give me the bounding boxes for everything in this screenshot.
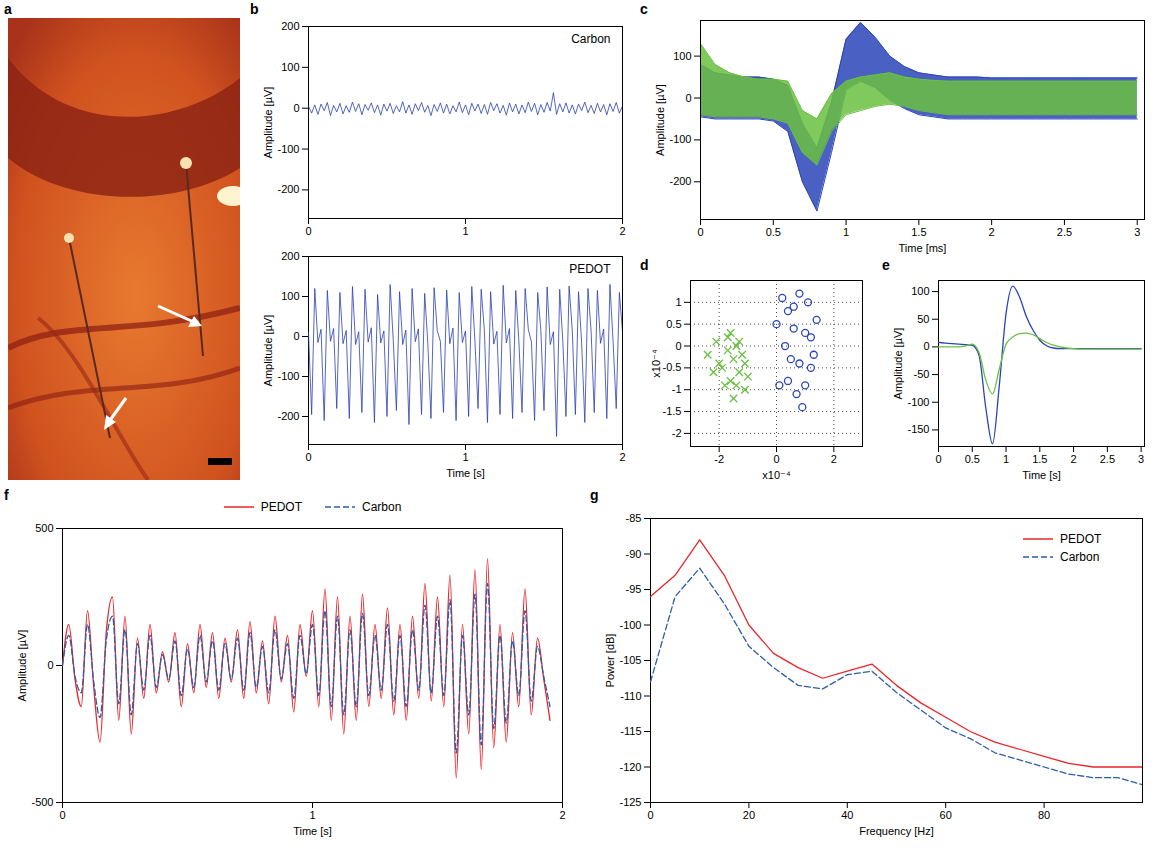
svg-text:-85: -85 — [626, 512, 642, 524]
svg-text:100: 100 — [281, 61, 299, 73]
svg-text:200: 200 — [281, 250, 299, 262]
svg-text:Time [s]: Time [s] — [446, 467, 485, 479]
svg-text:-2: -2 — [714, 453, 724, 465]
svg-text:Amplitude [µV]: Amplitude [µV] — [654, 84, 666, 156]
svg-text:-100: -100 — [277, 370, 299, 382]
svg-text:-120: -120 — [619, 761, 641, 773]
svg-text:2: 2 — [989, 226, 995, 238]
svg-text:0.5: 0.5 — [766, 226, 781, 238]
svg-text:Amplitude [µV]: Amplitude [µV] — [262, 315, 274, 387]
html-text:Carbon: Carbon — [1060, 550, 1100, 564]
svg-text:60: 60 — [940, 809, 952, 821]
svg-text:x10⁻⁴: x10⁻⁴ — [650, 349, 662, 378]
svg-text:Carbon: Carbon — [571, 32, 610, 46]
svg-text:500: 500 — [35, 522, 53, 534]
svg-text:1: 1 — [675, 296, 681, 308]
svg-text:x10⁻⁴: x10⁻⁴ — [762, 469, 791, 481]
svg-text:0.5: 0.5 — [965, 453, 980, 465]
svg-text:-50: -50 — [914, 368, 930, 380]
svg-text:100: 100 — [281, 290, 299, 302]
svg-text:1: 1 — [843, 226, 849, 238]
html-text:f: f — [4, 487, 9, 503]
svg-text:-100: -100 — [619, 619, 641, 631]
html-text:g: g — [590, 487, 599, 503]
html-text:d: d — [640, 257, 649, 273]
svg-text:0: 0 — [773, 453, 779, 465]
svg-text:2.5: 2.5 — [1057, 226, 1072, 238]
html-text:PEDOT: PEDOT — [1060, 532, 1102, 546]
svg-text:0: 0 — [935, 453, 941, 465]
svg-text:1: 1 — [309, 809, 315, 821]
svg-text:0: 0 — [697, 226, 703, 238]
svg-text:40: 40 — [841, 809, 853, 821]
svg-text:2.5: 2.5 — [1100, 453, 1115, 465]
html-text:c: c — [640, 1, 648, 17]
html-text:b: b — [250, 1, 259, 17]
svg-text:0: 0 — [305, 451, 311, 463]
html-text:e: e — [882, 257, 890, 273]
svg-text:2: 2 — [619, 451, 625, 463]
svg-text:-125: -125 — [619, 796, 641, 808]
svg-text:0: 0 — [59, 809, 65, 821]
svg-text:2: 2 — [619, 225, 625, 237]
svg-text:3: 3 — [1134, 226, 1140, 238]
svg-text:200: 200 — [281, 20, 299, 32]
html-text:Carbon: Carbon — [362, 500, 402, 514]
svg-text:Frequency [Hz]: Frequency [Hz] — [859, 825, 934, 837]
svg-text:1: 1 — [462, 225, 468, 237]
svg-text:PEDOT: PEDOT — [569, 262, 611, 276]
svg-text:-100: -100 — [907, 396, 929, 408]
svg-text:1: 1 — [462, 451, 468, 463]
svg-text:Amplitude [µV]: Amplitude [µV] — [262, 87, 274, 159]
svg-text:0: 0 — [293, 102, 299, 114]
svg-text:80: 80 — [1038, 809, 1050, 821]
svg-text:-105: -105 — [619, 654, 641, 666]
svg-text:0: 0 — [647, 809, 653, 821]
svg-text:100: 100 — [911, 285, 929, 297]
svg-text:Power [dB]: Power [dB] — [604, 634, 616, 688]
svg-text:-2: -2 — [672, 427, 682, 439]
svg-text:20: 20 — [743, 809, 755, 821]
svg-text:1.5: 1.5 — [911, 226, 926, 238]
svg-text:0: 0 — [293, 330, 299, 342]
svg-text:-1.5: -1.5 — [663, 405, 682, 417]
html-text:PEDOT: PEDOT — [260, 500, 302, 514]
svg-text:-1: -1 — [672, 383, 682, 395]
svg-text:-200: -200 — [277, 183, 299, 195]
svg-text:-95: -95 — [626, 583, 642, 595]
svg-text:-110: -110 — [620, 690, 641, 702]
svg-text:-200: -200 — [669, 175, 691, 187]
svg-text:100: 100 — [673, 50, 691, 62]
svg-text:2: 2 — [1071, 453, 1077, 465]
svg-text:-200: -200 — [277, 410, 299, 422]
svg-text:0: 0 — [923, 340, 929, 352]
svg-text:0: 0 — [675, 340, 681, 352]
svg-text:-115: -115 — [620, 725, 641, 737]
svg-text:-100: -100 — [669, 133, 691, 145]
svg-text:1.5: 1.5 — [1032, 453, 1047, 465]
svg-text:0: 0 — [305, 225, 311, 237]
svg-text:-500: -500 — [31, 796, 53, 808]
svg-text:Time [s]: Time [s] — [1022, 469, 1061, 481]
svg-text:2: 2 — [831, 453, 837, 465]
svg-text:0: 0 — [685, 92, 691, 104]
svg-text:Amplitude [µV]: Amplitude [µV] — [892, 328, 904, 400]
svg-text:Time [s]: Time [s] — [293, 825, 332, 837]
svg-text:-90: -90 — [626, 548, 642, 560]
svg-text:3: 3 — [1138, 453, 1144, 465]
svg-text:0: 0 — [47, 659, 53, 671]
svg-text:Time [ms]: Time [ms] — [899, 242, 947, 254]
svg-text:-100: -100 — [277, 143, 299, 155]
svg-text:-150: -150 — [907, 423, 929, 435]
svg-text:2: 2 — [559, 809, 565, 821]
svg-text:0.5: 0.5 — [666, 318, 681, 330]
svg-text:1: 1 — [1003, 453, 1009, 465]
html-text:a: a — [4, 1, 12, 17]
svg-text:-0.5: -0.5 — [663, 361, 682, 373]
svg-text:50: 50 — [917, 313, 929, 325]
svg-text:Amplitude [µV]: Amplitude [µV] — [16, 630, 28, 702]
